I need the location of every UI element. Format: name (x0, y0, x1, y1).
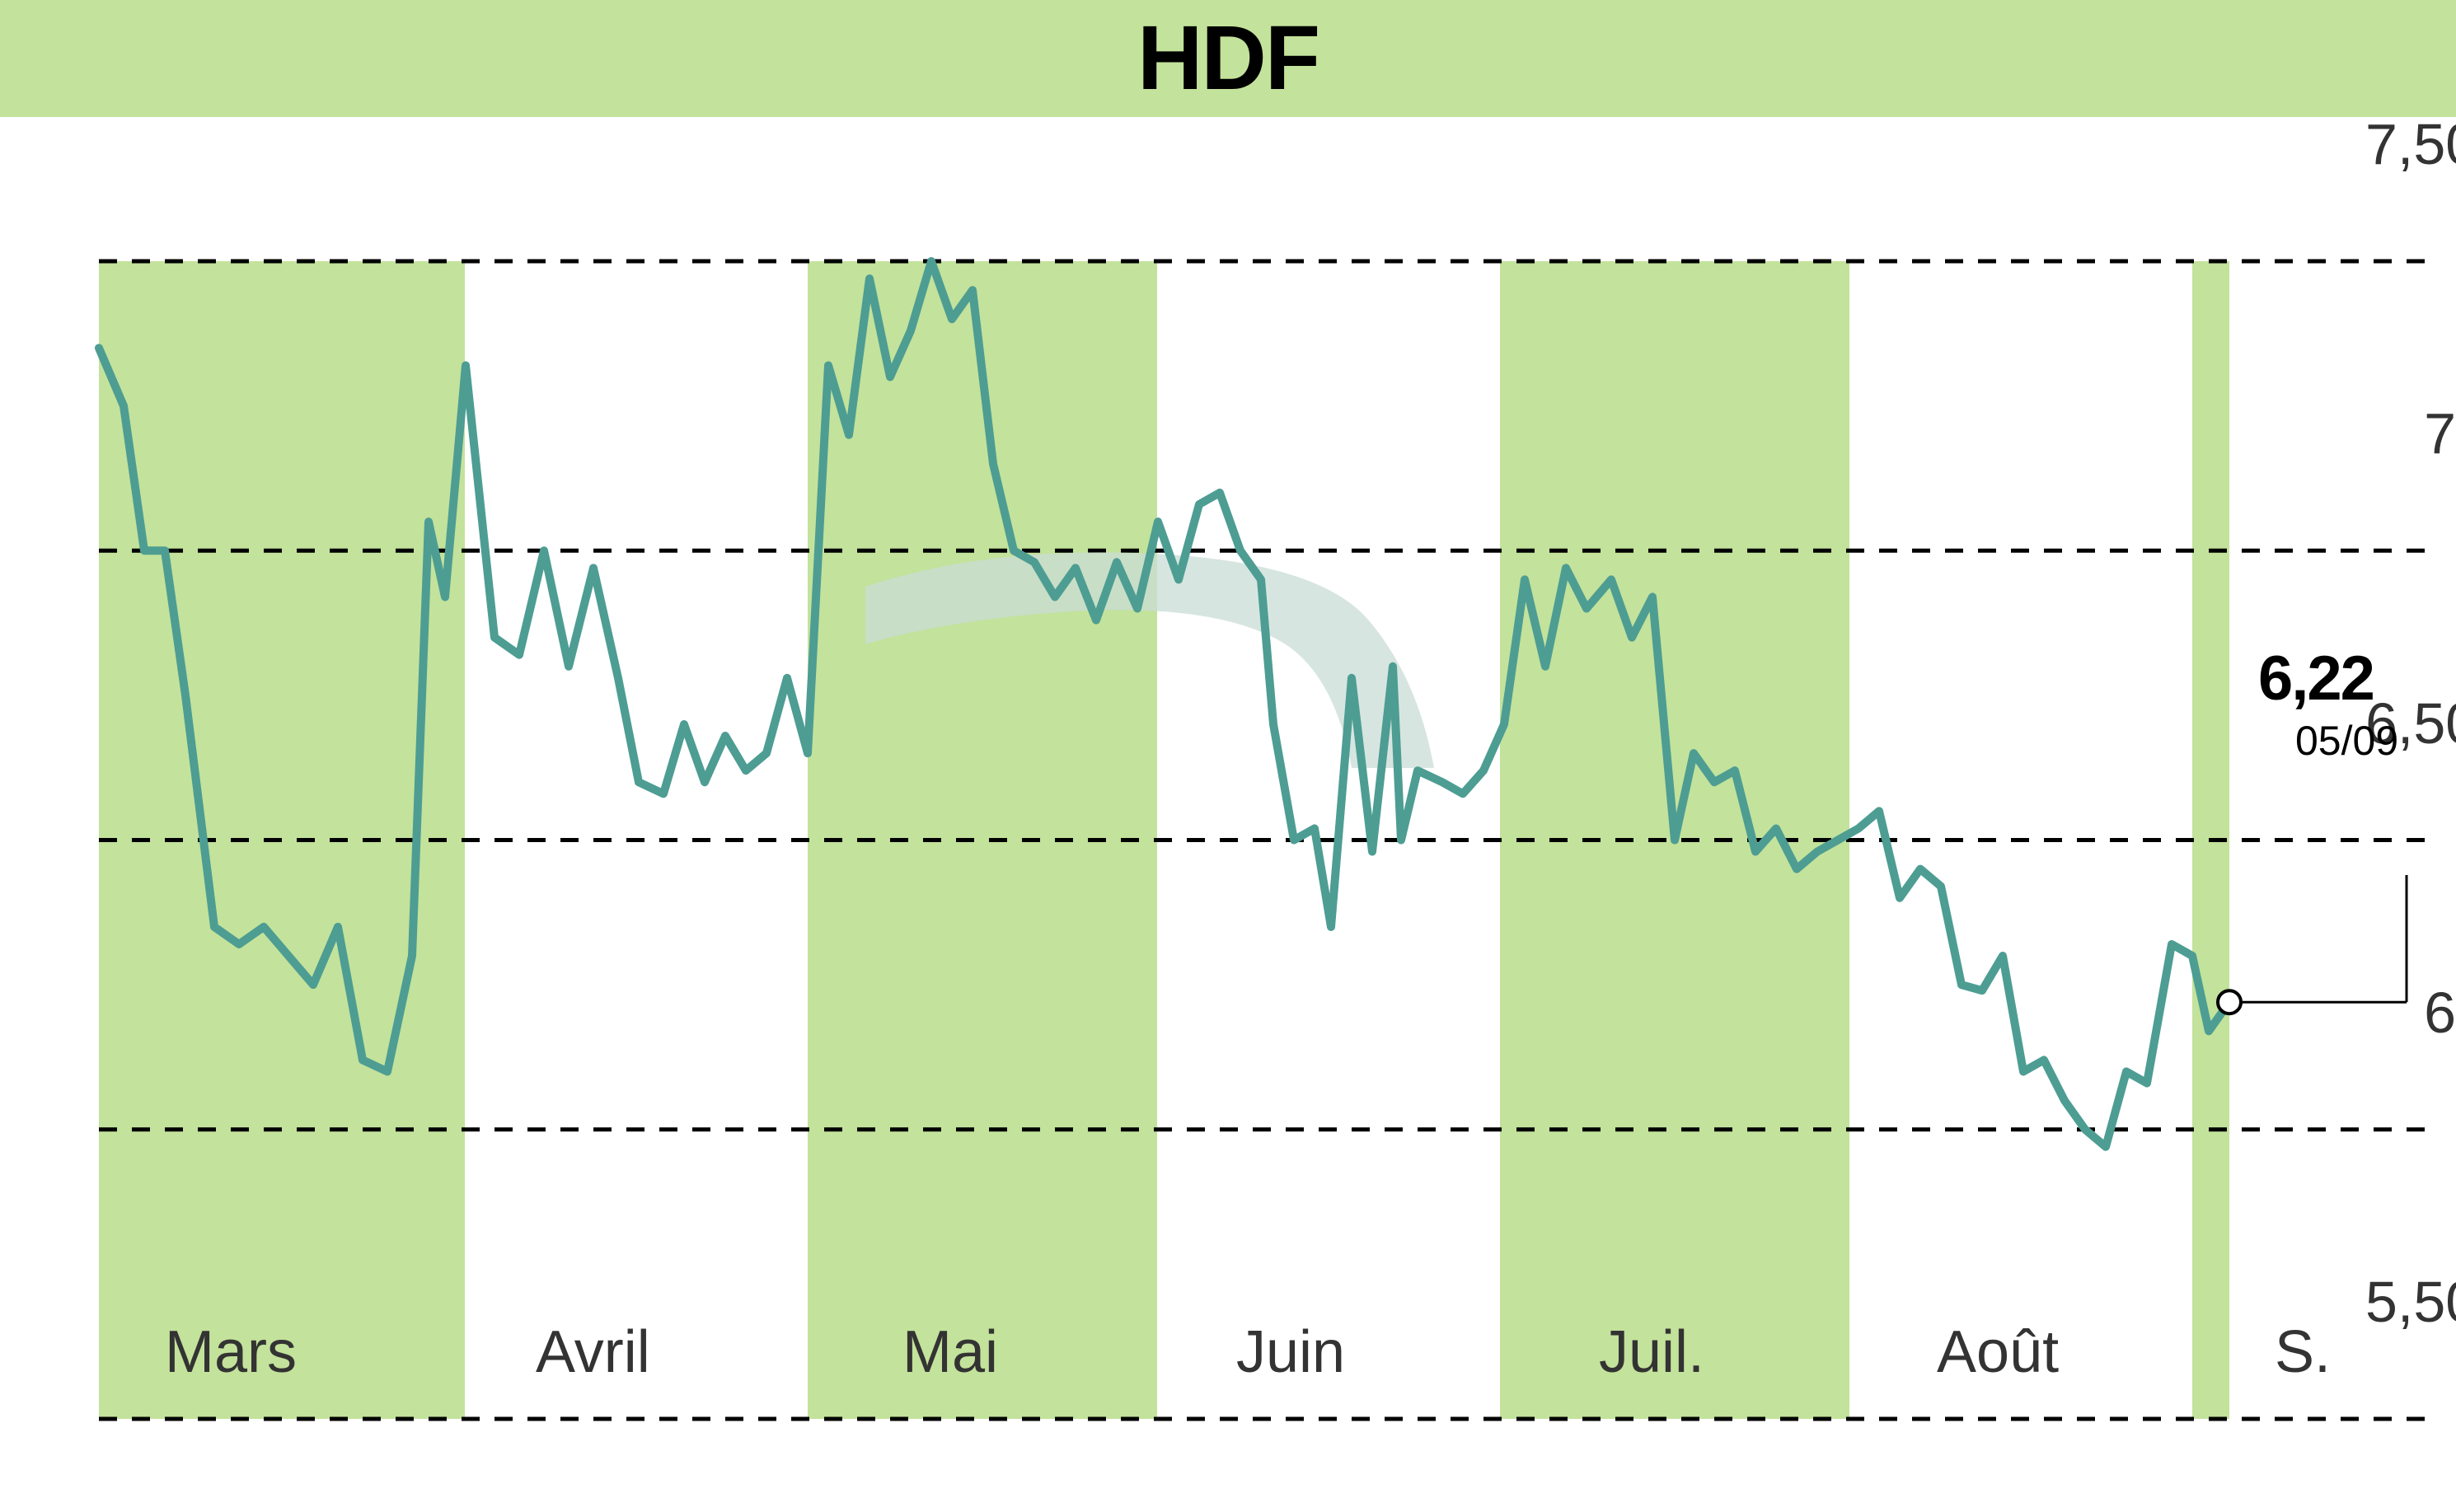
chart-title: HDF (1137, 7, 1319, 109)
callout-value: 6,22 (2258, 643, 2374, 714)
chart-svg (0, 117, 2456, 1512)
y-tick-label: 6 (2365, 980, 2456, 1046)
x-tick-label: Mai (902, 1318, 998, 1386)
x-tick-label: Mars (165, 1318, 297, 1386)
x-tick-label: Avril (536, 1318, 650, 1386)
x-tick-label: Juil. (1599, 1318, 1704, 1386)
y-tick-label: 7 (2365, 400, 2456, 466)
x-tick-label: Août (1937, 1318, 2059, 1386)
x-tick-label: Juin (1236, 1318, 1345, 1386)
chart-title-bar: HDF (0, 0, 2456, 117)
y-tick-label: 7,50 (2365, 111, 2456, 177)
callout-marker (2218, 990, 2241, 1013)
x-tick-label: S. (2275, 1318, 2331, 1386)
callout-date: 05/09 (2295, 717, 2398, 765)
y-tick-label: 5,50 (2365, 1269, 2456, 1335)
